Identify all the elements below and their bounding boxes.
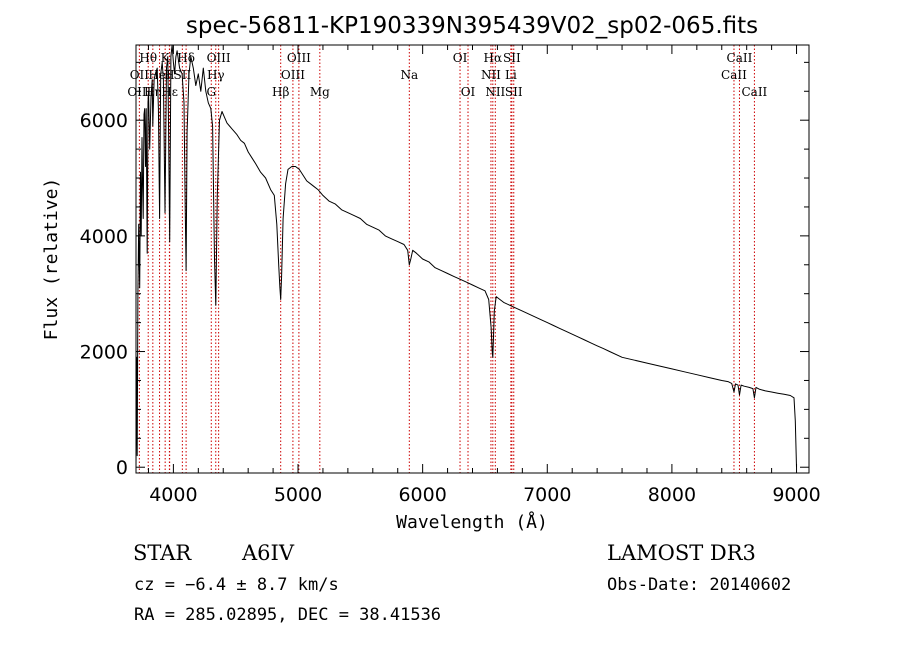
line-label-15: Hβ <box>272 85 289 99</box>
line-label-28: CaII <box>741 85 767 99</box>
line-label-16: Mg <box>310 85 330 99</box>
survey-name: LAMOST DR3 <box>607 541 756 565</box>
spectral-subclass: A6IV <box>241 541 295 565</box>
line-markers <box>138 45 755 473</box>
line-labels: HθOIIOIIIHηKHeIHεHHδSIIOIIIHγGOIIIOIIIHβ… <box>127 51 767 99</box>
line-label-12: G <box>206 85 216 99</box>
x-tick-label-3: 7000 <box>523 484 571 506</box>
line-label-17: Na <box>400 68 418 82</box>
line-label-19: OI <box>461 85 476 99</box>
line-label-6: Hε <box>161 85 178 99</box>
chart-title: spec-56811-KP190339N395439V02_sp02-065.f… <box>186 13 758 39</box>
plot-frame <box>135 44 810 474</box>
line-label-0: Hθ <box>139 51 157 65</box>
line-label-4: K <box>161 51 171 65</box>
x-tick-label-4: 8000 <box>648 484 696 506</box>
line-label-24: NII <box>485 85 505 99</box>
spectrum-line <box>135 44 797 468</box>
line-label-14: OIII <box>281 68 305 82</box>
observation-date: Obs-Date: 20140602 <box>607 575 791 595</box>
y-tick-label-1: 2000 <box>80 342 128 364</box>
line-label-26: CaII <box>727 51 753 65</box>
line-label-11: Hγ <box>207 68 225 82</box>
object-type: STAR <box>133 541 192 565</box>
line-label-10: OIII <box>207 51 231 65</box>
y-axis-title: Flux (relative) <box>41 178 62 341</box>
axis-ticks: 4000 5000 6000 7000 8000 9000 0 2000 4000 6000 <box>80 45 821 506</box>
line-label-23: Li <box>505 68 517 82</box>
x-axis-title: Wavelength (Å) <box>396 511 548 533</box>
line-label-18: OI <box>453 51 468 65</box>
x-tick-label-1: 5000 <box>274 484 322 506</box>
line-label-25: SII <box>505 85 523 99</box>
x-tick-label-0: 4000 <box>149 484 197 506</box>
line-label-20: Hα <box>484 51 503 65</box>
x-tick-label-5: 9000 <box>772 484 820 506</box>
line-label-22: NII <box>481 68 501 82</box>
line-label-27: CaII <box>721 68 747 82</box>
redshift-cz: cz = −6.4 ± 8.7 km/s <box>134 575 339 595</box>
y-tick-label-3: 6000 <box>80 110 128 132</box>
y-tick-label-2: 4000 <box>80 226 128 248</box>
line-label-7: H <box>164 68 174 82</box>
line-label-2: OIII <box>127 85 151 99</box>
y-tick-label-0: 0 <box>116 457 128 479</box>
x-tick-label-2: 6000 <box>398 484 446 506</box>
line-label-13: OIII <box>287 51 311 65</box>
coordinates: RA = 285.02895, DEC = 38.41536 <box>134 605 441 625</box>
line-label-1: OII <box>130 68 150 82</box>
line-label-21: SII <box>503 51 521 65</box>
